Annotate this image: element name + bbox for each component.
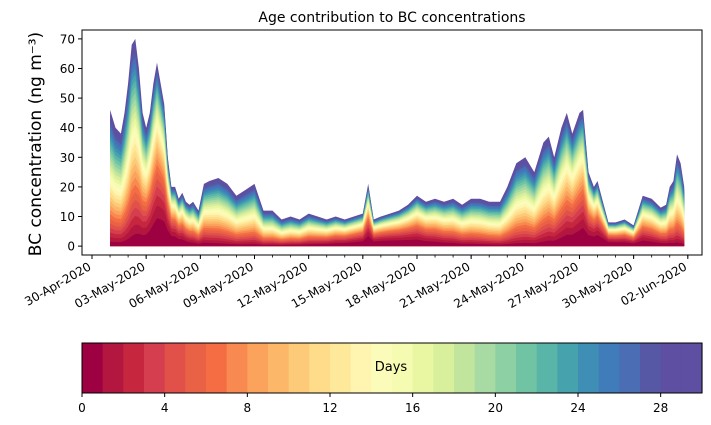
age-layer-0 <box>110 218 685 247</box>
colorbar-swatch <box>516 343 538 393</box>
y-tick-label: 0 <box>67 240 75 254</box>
colorbar-swatch <box>495 343 517 393</box>
colorbar-swatch <box>288 343 310 393</box>
colorbar-swatch <box>640 343 662 393</box>
colorbar-tick-label: 28 <box>653 401 668 415</box>
colorbar-swatch <box>412 343 434 393</box>
colorbar-tick-label: 24 <box>570 401 585 415</box>
colorbar-swatch <box>433 343 455 393</box>
plot-frame <box>81 29 703 256</box>
age-layer-5 <box>110 171 685 247</box>
colorbar-swatch <box>144 343 166 393</box>
colorbar: 0 4 8 12 16 20 24 28 <box>78 342 703 415</box>
colorbar-tick-label: 12 <box>322 401 337 415</box>
y-tick-label: 40 <box>60 121 75 135</box>
colorbar-swatch <box>164 343 186 393</box>
y-axis: 0 10 20 30 40 50 60 70 <box>60 32 82 254</box>
colorbar-swatch <box>247 343 269 393</box>
colorbar-swatch <box>557 343 579 393</box>
colorbar-swatch <box>330 343 352 393</box>
colorbar-swatch <box>123 343 145 393</box>
colorbar-swatch <box>619 343 641 393</box>
colorbar-swatch <box>536 343 558 393</box>
y-tick-label: 60 <box>60 62 75 76</box>
colorbar-swatch <box>268 343 290 393</box>
colorbar-label: Days <box>375 360 408 375</box>
y-tick-label: 70 <box>60 32 75 46</box>
colorbar-swatch <box>392 343 414 393</box>
colorbar-swatch <box>681 343 703 393</box>
colorbar-swatch <box>309 343 331 393</box>
colorbar-swatch <box>660 343 682 393</box>
colorbar-swatch <box>371 343 393 393</box>
colorbar-tick-label: 0 <box>78 401 86 415</box>
colorbar-swatch <box>578 343 600 393</box>
colorbar-swatch <box>102 343 124 393</box>
colorbar-swatch <box>206 343 228 393</box>
colorbar-tick-label: 4 <box>161 401 169 415</box>
colorbar-tick-label: 16 <box>405 401 420 415</box>
age-layer-4 <box>110 178 685 247</box>
stacked-age-areas <box>110 38 685 247</box>
colorbar-swatch <box>82 343 104 393</box>
colorbar-swatch <box>226 343 248 393</box>
colorbar-swatch <box>185 343 207 393</box>
chart-title: Age contribution to BC concentrations <box>258 10 525 26</box>
colorbar-swatch <box>598 343 620 393</box>
y-tick-label: 20 <box>60 180 75 194</box>
x-axis: 30-Apr-202003-May-202006-May-202009-May-… <box>22 255 689 311</box>
colorbar-swatch <box>474 343 496 393</box>
y-tick-label: 30 <box>60 151 75 165</box>
colorbar-frame <box>81 342 703 394</box>
y-tick-label: 50 <box>60 92 75 106</box>
y-tick-label: 10 <box>60 210 75 224</box>
colorbar-swatch <box>454 343 476 393</box>
colorbar-swatch <box>350 343 372 393</box>
colorbar-tick-label: 8 <box>244 401 252 415</box>
y-axis-label: BC concentration (ng m⁻³) <box>26 32 46 256</box>
colorbar-tick-label: 20 <box>488 401 503 415</box>
